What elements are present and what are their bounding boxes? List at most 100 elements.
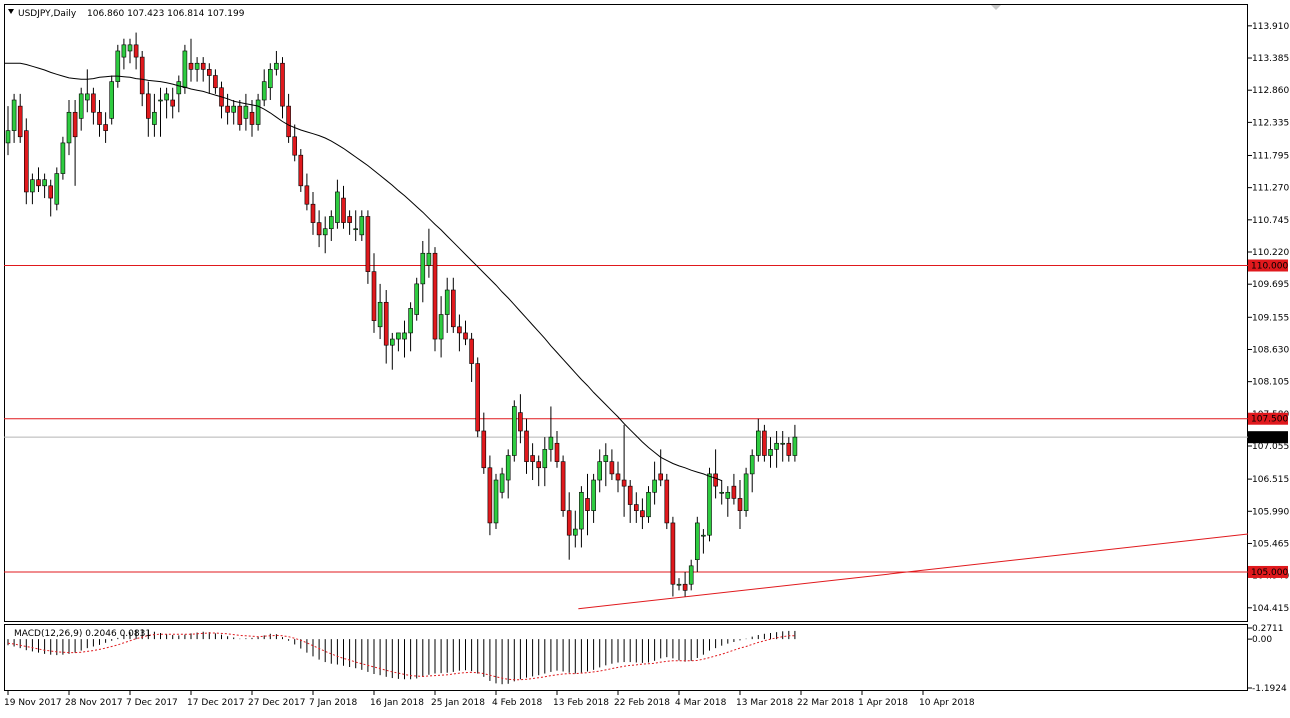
- candle[interactable]: [762, 424, 767, 462]
- chart-shift-marker-icon[interactable]: [991, 5, 1001, 10]
- candle[interactable]: [255, 93, 261, 131]
- candle[interactable]: [640, 498, 645, 530]
- candle[interactable]: [402, 320, 407, 358]
- candle[interactable]: [432, 247, 438, 352]
- moving-average-line[interactable]: [4, 62, 722, 482]
- candle[interactable]: [249, 100, 255, 137]
- candle[interactable]: [536, 455, 542, 487]
- candle[interactable]: [66, 100, 72, 156]
- candle[interactable]: [457, 314, 462, 352]
- candle[interactable]: [505, 449, 511, 499]
- candle[interactable]: [707, 467, 712, 542]
- candle[interactable]: [353, 210, 359, 241]
- candle[interactable]: [518, 394, 523, 444]
- candle[interactable]: [481, 412, 487, 474]
- candle[interactable]: [585, 473, 590, 536]
- candle[interactable]: [158, 87, 163, 137]
- candle[interactable]: [542, 437, 548, 487]
- candle[interactable]: [91, 87, 96, 125]
- candle[interactable]: [115, 44, 121, 88]
- candle[interactable]: [463, 320, 468, 346]
- candle[interactable]: [237, 100, 243, 131]
- candle[interactable]: [579, 486, 584, 548]
- candle[interactable]: [725, 486, 731, 517]
- candle[interactable]: [749, 449, 755, 493]
- candle[interactable]: [554, 430, 560, 468]
- candle[interactable]: [743, 467, 749, 517]
- candle[interactable]: [72, 100, 78, 186]
- candle[interactable]: [146, 81, 151, 137]
- candle[interactable]: [97, 100, 102, 137]
- candle[interactable]: [188, 38, 194, 82]
- candle[interactable]: [200, 57, 206, 82]
- candle[interactable]: [420, 240, 426, 303]
- candle[interactable]: [438, 296, 444, 358]
- candle[interactable]: [219, 81, 224, 119]
- candle[interactable]: [469, 332, 474, 382]
- candle[interactable]: [652, 461, 657, 505]
- candle[interactable]: [371, 253, 377, 333]
- candle[interactable]: [60, 136, 66, 180]
- candle[interactable]: [713, 449, 718, 499]
- candle[interactable]: [676, 578, 682, 591]
- candle[interactable]: [5, 106, 11, 156]
- candle[interactable]: [755, 418, 761, 462]
- candle[interactable]: [646, 486, 651, 523]
- candle[interactable]: [786, 437, 792, 462]
- candle[interactable]: [444, 277, 450, 333]
- candle[interactable]: [36, 167, 41, 192]
- candle[interactable]: [261, 69, 267, 107]
- candle[interactable]: [243, 93, 249, 131]
- candle[interactable]: [475, 357, 481, 438]
- candle[interactable]: [603, 443, 609, 487]
- candle[interactable]: [499, 467, 505, 499]
- candle[interactable]: [194, 57, 200, 82]
- candle[interactable]: [316, 210, 322, 248]
- candle[interactable]: [670, 516, 676, 597]
- candle[interactable]: [493, 473, 499, 530]
- trendline[interactable]: [578, 533, 1249, 610]
- candle[interactable]: [133, 32, 139, 70]
- candle[interactable]: [11, 93, 17, 143]
- candle[interactable]: [231, 100, 236, 125]
- candle[interactable]: [78, 87, 84, 131]
- candle[interactable]: [719, 480, 725, 505]
- candle[interactable]: [17, 93, 23, 143]
- candle[interactable]: [377, 283, 383, 340]
- candle[interactable]: [487, 455, 493, 536]
- candle[interactable]: [701, 529, 706, 554]
- candle[interactable]: [792, 424, 798, 462]
- candle[interactable]: [408, 302, 413, 352]
- candle[interactable]: [389, 332, 395, 370]
- candle[interactable]: [298, 149, 304, 192]
- candle[interactable]: [396, 332, 401, 352]
- candle[interactable]: [774, 430, 779, 468]
- candle[interactable]: [566, 492, 572, 560]
- candle[interactable]: [48, 179, 54, 217]
- candle[interactable]: [42, 173, 47, 199]
- candle[interactable]: [347, 210, 352, 235]
- candle[interactable]: [383, 290, 389, 364]
- candle[interactable]: [694, 516, 700, 572]
- candle[interactable]: [121, 38, 127, 70]
- candle[interactable]: [768, 437, 773, 468]
- candle[interactable]: [365, 210, 371, 284]
- candle[interactable]: [359, 210, 365, 241]
- candle[interactable]: [633, 492, 639, 523]
- candle[interactable]: [688, 559, 694, 591]
- candle[interactable]: [597, 449, 603, 493]
- candle[interactable]: [780, 430, 786, 462]
- candle[interactable]: [274, 50, 279, 76]
- candle[interactable]: [560, 455, 566, 517]
- candle[interactable]: [530, 443, 535, 481]
- candle[interactable]: [615, 461, 621, 493]
- candle[interactable]: [310, 191, 316, 235]
- candle[interactable]: [182, 44, 188, 94]
- candle[interactable]: [658, 449, 664, 487]
- candle[interactable]: [127, 38, 133, 64]
- candle[interactable]: [609, 449, 615, 481]
- candle[interactable]: [572, 510, 578, 548]
- menu-triangle-icon[interactable]: [8, 9, 14, 14]
- candle[interactable]: [524, 418, 529, 474]
